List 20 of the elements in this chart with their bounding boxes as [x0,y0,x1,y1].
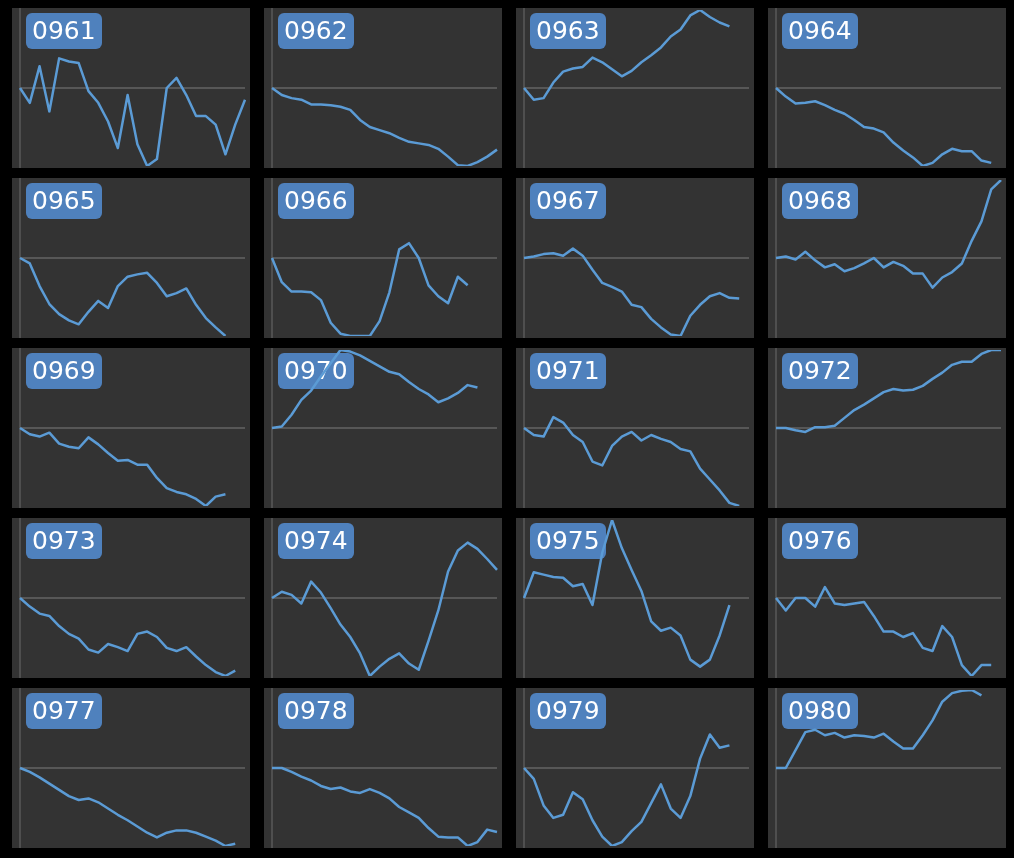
chart-title: 0965 [26,183,102,219]
chart-title: 0961 [26,13,102,49]
chart-title: 0973 [26,523,102,559]
chart-title: 0962 [278,13,354,49]
chart-title: 0966 [278,183,354,219]
chart-title: 0964 [782,13,858,49]
chart-title: 0974 [278,523,354,559]
chart-title: 0972 [782,353,858,389]
chart-title: 0976 [782,523,858,559]
chart-title: 0978 [278,693,354,729]
chart-title: 0963 [530,13,606,49]
chart-title: 0980 [782,693,858,729]
chart-title: 0977 [26,693,102,729]
chart-title: 0969 [26,353,102,389]
chart-title: 0970 [278,353,354,389]
chart-title: 0967 [530,183,606,219]
chart-title: 0968 [782,183,858,219]
chart-title: 0979 [530,693,606,729]
chart-title: 0971 [530,353,606,389]
chart-title: 0975 [530,523,606,559]
